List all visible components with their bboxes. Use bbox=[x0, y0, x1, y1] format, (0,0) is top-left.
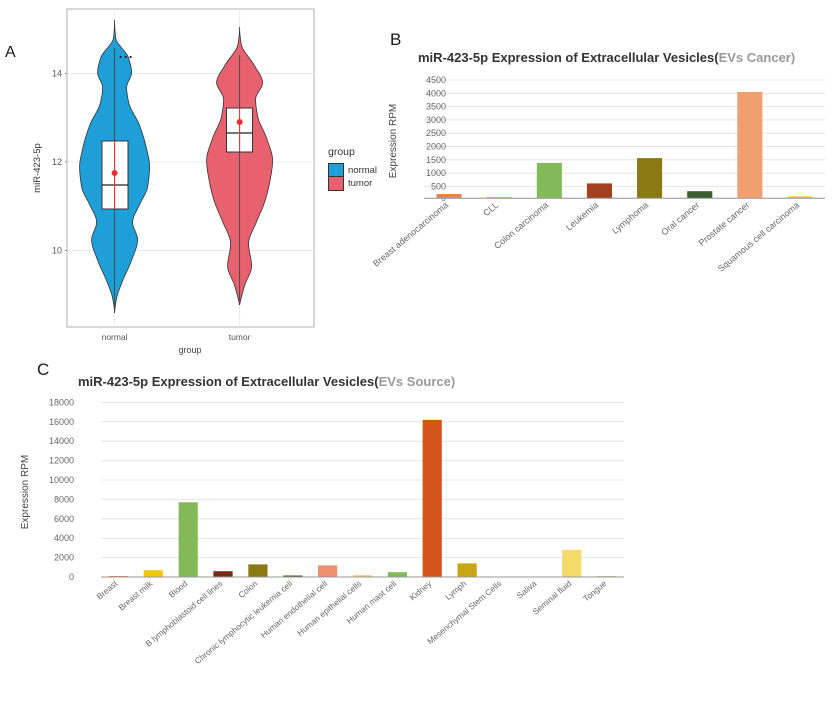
svg-text:3500: 3500 bbox=[426, 102, 446, 112]
svg-text:Tongue: Tongue bbox=[581, 578, 609, 603]
svg-text:4000: 4000 bbox=[426, 88, 446, 98]
svg-text:2500: 2500 bbox=[426, 128, 446, 138]
svg-text:Breast: Breast bbox=[94, 578, 119, 602]
svg-text:10: 10 bbox=[52, 246, 62, 256]
svg-text:500: 500 bbox=[431, 181, 446, 191]
svg-text:10000: 10000 bbox=[49, 475, 74, 485]
svg-text:Oral cancer: Oral cancer bbox=[659, 200, 701, 238]
svg-text:1000: 1000 bbox=[426, 168, 446, 178]
svg-text:Colon: Colon bbox=[236, 578, 259, 600]
svg-text:Expression RPM: Expression RPM bbox=[20, 455, 31, 529]
svg-text:Expression RPM: Expression RPM bbox=[388, 104, 399, 178]
svg-text:Blood: Blood bbox=[167, 578, 190, 600]
svg-text:2000: 2000 bbox=[426, 142, 446, 152]
svg-text:0: 0 bbox=[69, 572, 74, 582]
svg-text:1500: 1500 bbox=[426, 155, 446, 165]
svg-text:Seminal fluid: Seminal fluid bbox=[530, 578, 573, 616]
svg-text:group: group bbox=[178, 345, 201, 355]
svg-text:Human epithelial cells: Human epithelial cells bbox=[295, 578, 363, 638]
svg-text:normal: normal bbox=[102, 332, 128, 342]
svg-text:14000: 14000 bbox=[49, 436, 74, 446]
svg-text:Leukemia: Leukemia bbox=[564, 200, 600, 233]
svg-text:Breast milk: Breast milk bbox=[116, 578, 155, 613]
svg-text:Squamous cell carcinoma: Squamous cell carcinoma bbox=[716, 200, 801, 274]
svg-text:12000: 12000 bbox=[49, 456, 74, 466]
svg-text:Kidney: Kidney bbox=[407, 578, 434, 603]
svg-text:6000: 6000 bbox=[54, 514, 74, 524]
svg-text:18000: 18000 bbox=[49, 397, 74, 407]
svg-text:CLL: CLL bbox=[481, 200, 500, 218]
svg-text:tumor: tumor bbox=[229, 332, 251, 342]
svg-text:12: 12 bbox=[52, 157, 62, 167]
svg-text:miR-423-5p: miR-423-5p bbox=[32, 143, 43, 193]
svg-text:2000: 2000 bbox=[54, 553, 74, 563]
svg-text:8000: 8000 bbox=[54, 494, 74, 504]
svg-text:16000: 16000 bbox=[49, 417, 74, 427]
svg-text:Colon carcinoma: Colon carcinoma bbox=[492, 200, 550, 251]
svg-text:3000: 3000 bbox=[426, 115, 446, 125]
svg-text:4500: 4500 bbox=[426, 75, 446, 85]
svg-text:Saliva: Saliva bbox=[515, 578, 539, 600]
svg-text:Lymphoma: Lymphoma bbox=[610, 200, 650, 236]
svg-text:14: 14 bbox=[52, 69, 62, 79]
svg-text:4000: 4000 bbox=[54, 533, 74, 543]
svg-text:Lymph: Lymph bbox=[443, 578, 469, 602]
svg-text:Prostate cancer: Prostate cancer bbox=[697, 200, 752, 248]
